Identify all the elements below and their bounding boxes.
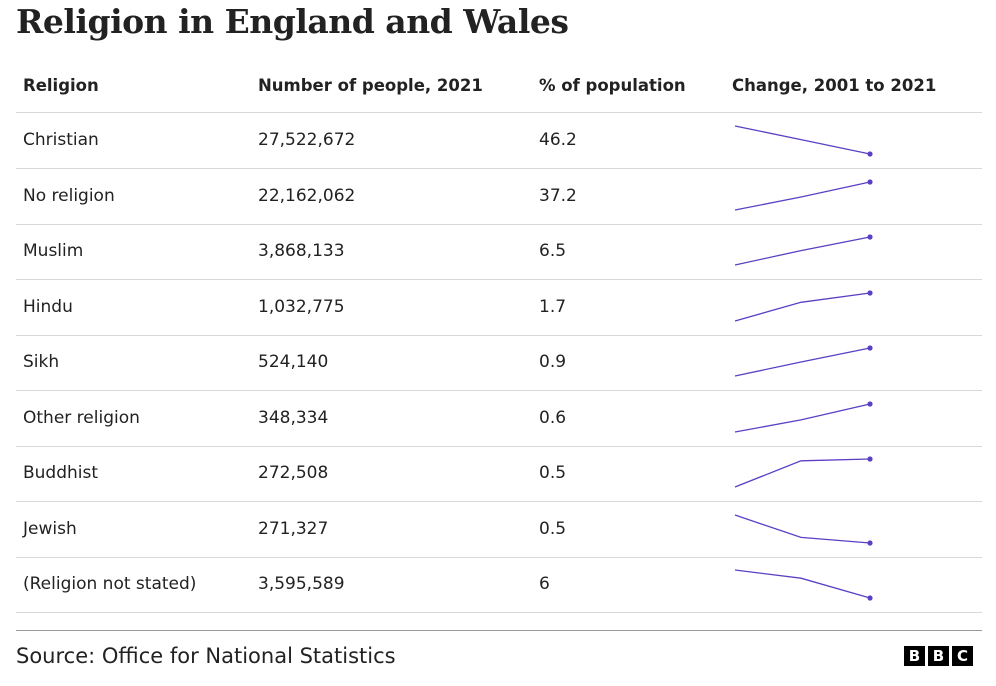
sparkline xyxy=(734,400,873,433)
number-cell: 271,327 xyxy=(258,518,329,539)
number-cell: 348,334 xyxy=(258,407,329,428)
sparkline-line xyxy=(734,236,871,266)
chart-title: Religion in England and Wales xyxy=(16,2,569,41)
sparkline-endpoint xyxy=(867,178,873,185)
religion-cell: Christian xyxy=(23,130,99,150)
sparkline-line xyxy=(734,402,871,433)
sparkline-line xyxy=(734,291,871,322)
sparkline xyxy=(734,289,873,322)
religion-cell: No religion xyxy=(23,185,115,206)
table-row: Jewish 271,327 0.5 xyxy=(16,502,982,558)
sparkline xyxy=(734,513,873,546)
bbc-logo-letter: B xyxy=(904,646,925,666)
sparkline-endpoint xyxy=(867,456,873,462)
header-percent: % of population xyxy=(539,76,686,95)
table-row: No religion 22,162,062 37.2 xyxy=(16,169,982,225)
sparkline-endpoint xyxy=(867,151,873,157)
number-cell: 524,140 xyxy=(258,352,329,372)
table-row: Buddhist 272,508 0.5 xyxy=(16,446,982,502)
sparkline-line xyxy=(734,180,871,211)
percent-cell: 37.2 xyxy=(539,185,577,206)
footer-divider xyxy=(16,630,982,631)
percent-cell: 1.7 xyxy=(539,296,567,317)
sparkline-endpoint xyxy=(867,400,873,407)
sparkline-endpoint xyxy=(867,345,873,351)
religion-cell: Jewish xyxy=(23,518,77,539)
table-header: Religion Number of people, 2021 % of pop… xyxy=(16,58,982,113)
bbc-logo-letter: C xyxy=(952,646,973,666)
percent-cell: 0.5 xyxy=(539,518,567,539)
number-cell: 27,522,672 xyxy=(258,130,356,150)
header-change: Change, 2001 to 2021 xyxy=(732,76,937,95)
sparkline-line xyxy=(734,125,871,155)
sparkline-line xyxy=(734,569,871,599)
bbc-logo: B B C xyxy=(904,646,973,666)
percent-cell: 0.6 xyxy=(539,407,567,428)
sparkline xyxy=(734,456,873,488)
table-row: (Religion not stated) 3,595,589 6 xyxy=(16,557,982,613)
percent-cell: 6 xyxy=(539,574,550,594)
number-cell: 22,162,062 xyxy=(258,185,356,206)
table-row: Muslim 3,868,133 6.5 xyxy=(16,224,982,280)
percent-cell: 0.5 xyxy=(539,463,567,483)
header-religion: Religion xyxy=(23,76,99,95)
percent-cell: 0.9 xyxy=(539,352,567,372)
religion-cell: (Religion not stated) xyxy=(23,574,197,594)
sparkline-line xyxy=(734,347,871,377)
religion-cell: Other religion xyxy=(23,407,140,428)
percent-cell: 6.5 xyxy=(539,241,567,261)
sparkline xyxy=(734,345,873,377)
header-number: Number of people, 2021 xyxy=(258,76,483,95)
number-cell: 1,032,775 xyxy=(258,296,345,317)
table-row: Christian 27,522,672 46.2 xyxy=(16,113,982,169)
sparkline-line xyxy=(734,513,871,544)
sparkline xyxy=(734,178,873,211)
source-note: Source: Office for National Statistics xyxy=(16,644,396,668)
religion-cell: Sikh xyxy=(23,352,60,372)
sparkline xyxy=(734,234,873,266)
sparkline xyxy=(734,569,873,601)
number-cell: 3,868,133 xyxy=(258,241,345,261)
religion-cell: Buddhist xyxy=(23,463,99,483)
sparkline-line xyxy=(734,458,871,488)
number-cell: 3,595,589 xyxy=(258,574,345,594)
table-row: Hindu 1,032,775 1.7 xyxy=(16,280,982,336)
number-cell: 272,508 xyxy=(258,463,329,483)
bbc-logo-letter: B xyxy=(928,646,949,666)
table-row: Other religion 348,334 0.6 xyxy=(16,391,982,447)
sparkline-endpoint xyxy=(867,595,873,601)
religion-cell: Hindu xyxy=(23,296,73,317)
sparkline-endpoint xyxy=(867,289,873,296)
religion-cell: Muslim xyxy=(23,241,84,261)
sparkline xyxy=(734,125,873,157)
sparkline-endpoint xyxy=(867,539,873,546)
percent-cell: 46.2 xyxy=(539,130,577,150)
sparkline-endpoint xyxy=(867,234,873,240)
table-row: Sikh 524,140 0.9 xyxy=(16,335,982,391)
